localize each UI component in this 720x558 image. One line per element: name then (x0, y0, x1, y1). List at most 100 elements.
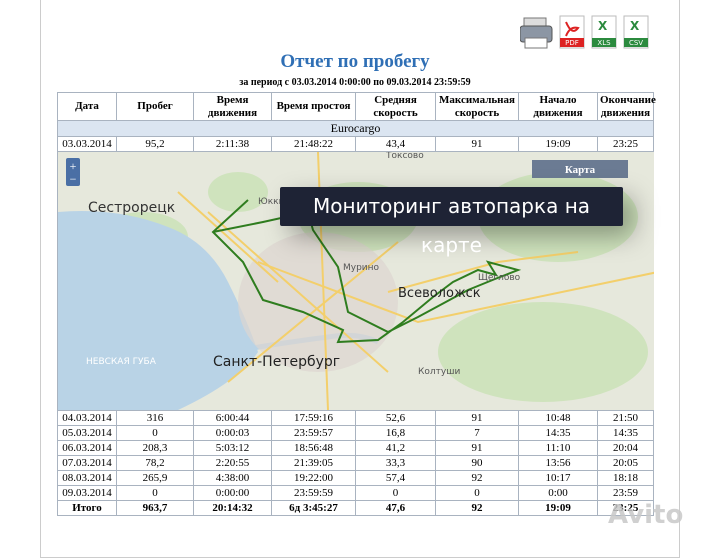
header-cell: Время движения (193, 92, 272, 121)
cell: 19:22:00 (271, 470, 356, 486)
cell: 78,2 (116, 455, 194, 471)
cell: 07.03.2014 (57, 455, 117, 471)
cell: 0 (116, 485, 194, 501)
forest (208, 172, 268, 212)
group-cell: Eurocargo (57, 120, 654, 137)
map-button (532, 160, 628, 178)
cell: 7 (435, 425, 519, 441)
cell: 23:59 (597, 485, 654, 501)
route (211, 199, 522, 344)
cell: 06.03.2014 (57, 440, 117, 456)
header-cell: Начало движения (518, 92, 598, 121)
cell: 04.03.2014 (57, 410, 117, 426)
data-row: 06.03.2014 208,3 5:03:12 18:56:48 41,2 91 11:1… (57, 440, 654, 456)
place-label: Щеглово (478, 273, 521, 283)
data-row: 08.03.2014 265,9 4:38:00 19:22:00 57,4 92 10:1… (57, 470, 654, 486)
place-label: НЕВСКАЯ ГУБА (86, 357, 157, 367)
cell: 0 (116, 425, 194, 441)
cell: 265,9 (116, 470, 194, 486)
place-label: Мурино (343, 263, 380, 273)
cell: 41,2 (355, 440, 436, 456)
export-label: PDF (565, 39, 579, 47)
cell: 03.03.2014 (57, 136, 117, 152)
export-icons: PDF X XLS X CSV (520, 15, 649, 49)
cell: 316 (116, 410, 194, 426)
water (58, 211, 258, 410)
cell: 23:59:57 (271, 425, 356, 441)
cell: 2:20:55 (193, 455, 272, 471)
cell: 0:00:03 (193, 425, 272, 441)
cell: 21:50 (597, 410, 654, 426)
pdf-icon[interactable]: PDF (559, 15, 585, 49)
header-cell: Средняя скорость (355, 92, 436, 121)
header-cell: Максимальная скорость (435, 92, 519, 121)
cell: 21:48:22 (271, 136, 356, 152)
map-button-label: Карта (565, 164, 596, 176)
cell: 16,8 (355, 425, 436, 441)
total-cell: 963,7 (116, 500, 194, 516)
total-cell: 23:25 (597, 500, 654, 516)
cell: 20:05 (597, 455, 654, 471)
place-label: Сестрорецк (88, 200, 175, 216)
xls-icon[interactable]: X XLS (591, 15, 617, 49)
total-cell: 47,6 (355, 500, 436, 516)
cell: 0 (355, 485, 436, 501)
total-row: Итого 963,7 20:14:32 6д 3:45:27 47,6 92 19:09 2… (57, 500, 654, 516)
header-cell: Время простоя (271, 92, 356, 121)
cell: 18:18 (597, 470, 654, 486)
cell: 91 (435, 440, 519, 456)
data-row: 07.03.2014 78,2 2:20:55 21:39:05 33,3 90 13:56… (57, 455, 654, 471)
place-label: Юкки (258, 197, 285, 207)
zoom-box (66, 158, 80, 186)
cell: 05.03.2014 (57, 425, 117, 441)
road (227, 241, 399, 383)
cell: 14:35 (597, 425, 654, 441)
cell: 08.03.2014 (57, 470, 117, 486)
cell: 21:39:05 (271, 455, 356, 471)
place-label: Всеволожск (398, 286, 481, 301)
road (387, 251, 579, 293)
cell: 5:03:12 (193, 440, 272, 456)
cell: 6:00:44 (193, 410, 272, 426)
cell: 10:48 (518, 410, 598, 426)
cell: 91 (435, 136, 519, 152)
watermark: Avito (608, 500, 684, 530)
data-row: 09.03.2014 0 0:00:00 23:59:59 0 0 0:00 23:59 (57, 485, 654, 501)
cell: 09.03.2014 (57, 485, 117, 501)
zoom-out[interactable]: − (70, 172, 77, 186)
x-glyph: X (630, 19, 640, 33)
header-cell: Дата (57, 92, 117, 121)
data-row: 05.03.2014 0 0:00:03 23:59:57 16,8 7 14:35 14:3… (57, 425, 654, 441)
place-label: Колтуши (418, 367, 460, 377)
cell: 23:59:59 (271, 485, 356, 501)
cell: 23:25 (597, 136, 654, 152)
csv-icon[interactable]: X CSV (623, 15, 649, 49)
cell: 33,3 (355, 455, 436, 471)
print-icon[interactable] (520, 17, 553, 49)
cell: 18:56:48 (271, 440, 356, 456)
data-row: 03.03.2014 95,2 2:11:38 21:48:22 43,4 91 19:09… (57, 136, 654, 152)
total-cell: 92 (435, 500, 519, 516)
cell: 20:04 (597, 440, 654, 456)
road (177, 191, 279, 283)
city (238, 232, 398, 372)
cell: 2:11:38 (193, 136, 272, 152)
total-cell: 6д 3:45:27 (271, 500, 356, 516)
zoom-in[interactable]: + (70, 159, 77, 173)
forest (438, 302, 648, 402)
cell: 10:17 (518, 470, 598, 486)
cell: 17:59:16 (271, 410, 356, 426)
header-cell: Окончание движения (597, 92, 656, 121)
export-label: CSV (629, 39, 643, 47)
road (207, 211, 389, 373)
header-cell: Пробег (116, 92, 194, 121)
page: Отчет {"export": ["PDF", "XLS", "CSV"], … (40, 0, 684, 558)
header-row: Дата Пробег Время движения Время простоя Сре… (57, 92, 656, 121)
report-period: за период с 03.03.2014 0:00:00 по 09.03.… (239, 77, 471, 88)
x-glyph: X (598, 19, 608, 33)
report-table: Дата Пробег Время движения Время простоя Сре… (57, 92, 656, 516)
cell: 19:09 (518, 136, 598, 152)
cell: 208,3 (116, 440, 194, 456)
total-cell: 20:14:32 (193, 500, 272, 516)
report-title: Отчет по пробегу (280, 51, 430, 72)
